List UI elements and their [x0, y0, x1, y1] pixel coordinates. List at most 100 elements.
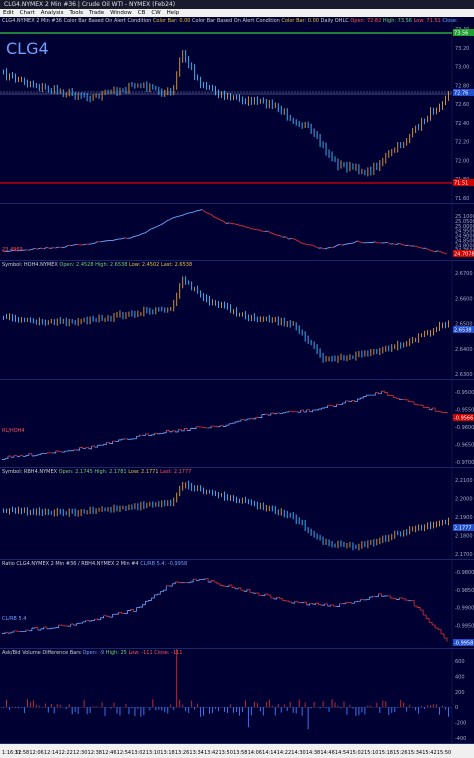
ratio-hoh4-segment: [414, 403, 418, 406]
menu-edit[interactable]: Edit: [3, 10, 14, 16]
high-value: High: 73.56: [382, 18, 412, 24]
hoh4-right-tag-bg: [453, 326, 474, 333]
ratio-rbh4-segment: [402, 598, 406, 601]
line-ind-axis-label: 24.9500: [455, 229, 474, 235]
ratio-rbh4-segment: [279, 598, 284, 601]
menu-trade[interactable]: Trade: [89, 10, 105, 16]
ratio-hoh4-segment: [217, 425, 221, 428]
line-indicator-svg[interactable]: 25.100025.050025.000024.950024.900024.85…: [0, 204, 474, 261]
ratio-hoh4-segment: [136, 435, 140, 437]
ratio-rbh4-segment: [414, 605, 418, 608]
ratio-hoh4-segment: [330, 405, 334, 407]
time-label: 14:22: [277, 750, 291, 756]
price-axis-label: 71.60: [455, 196, 469, 202]
rbh4-chart-svg[interactable]: 2.2100 2.2000 2.1900 2.1800 2.1700 2.1777: [0, 468, 474, 560]
line-ind-segment: [121, 237, 125, 240]
price-chart-svg[interactable]: 73.4073.2073.0072.8072.6072.4072.2072.00…: [0, 17, 474, 204]
ratio-hoh4-segment: [429, 407, 433, 411]
menu-help[interactable]: Help: [166, 10, 180, 16]
line-ind-segment: [360, 241, 364, 244]
hoh4-pane[interactable]: 2.6700 2.6600 2.6500 2.6400 2.6300 2.6538 Sym…: [0, 261, 474, 380]
hoh4-chart-svg[interactable]: 2.6700 2.6600 2.6500 2.6400 2.6300 2.6538: [0, 261, 474, 380]
price-tag-blue: 72.76: [454, 91, 468, 97]
vol-axis-label: -200: [455, 721, 466, 727]
indicator-pane-line[interactable]: 25.1000 25.0500 25.0000 24.9500 24.9000 24.85…: [0, 204, 474, 261]
ratio-rbh4-segment: [73, 623, 78, 626]
ratio-hoh4-segment: [187, 428, 191, 431]
time-label: 13:02: [131, 750, 145, 756]
menu-analysis[interactable]: Analysis: [40, 10, 64, 16]
menu-cw[interactable]: CW: [151, 10, 161, 16]
ratio-hoh4-segment: [25, 453, 30, 456]
line-ind-segment: [387, 241, 391, 245]
line-ind-segment: [306, 243, 310, 246]
line-ind-segment: [91, 242, 95, 245]
ratio-rbh4-segment: [37, 628, 42, 631]
ratio-rbh4-svg[interactable]: -0.9800-0.9850-0.9900-0.9950-0.9920CL/RB…: [0, 560, 474, 649]
menu-cb[interactable]: CB: [137, 10, 146, 16]
hoh4-right-tag: 2.6538: [454, 328, 472, 334]
line-ind-segment: [151, 227, 155, 230]
time-label: 14:46: [320, 750, 334, 756]
line-ind-segment: [258, 229, 263, 232]
line-ind-segment: [267, 230, 272, 234]
ratio-rbh4-segment: [327, 605, 331, 607]
ratio-rbh4-segment: [342, 602, 346, 605]
hoh4-axis-label: 2.6500: [455, 322, 473, 328]
line-ind-segment: [213, 216, 218, 219]
ratio-rbh4-segment: [10, 630, 15, 633]
rbh4-last: Last: 2.1777: [160, 469, 192, 475]
volume-diff-svg[interactable]: 600 400 200 0 -200 -400: [0, 647, 474, 744]
line-ind-segment: [10, 249, 15, 252]
ratio-hoh4-axis-label: -0.9500: [455, 390, 474, 396]
ratio-hoh4-segment: [390, 395, 394, 398]
ratio-hoh4-pane[interactable]: -0.9500 -0.9550 -0.9600 -0.9650 -0.9700 RL/HO…: [0, 380, 474, 468]
rbh4-symbol-label: Symbol: RBH4.NYMEX: [2, 469, 58, 475]
ratio-hoh4-segment: [288, 410, 293, 412]
ratio-rbh4-segment: [348, 602, 352, 604]
time-label: 14:54: [335, 750, 349, 756]
time-label: 15:50: [437, 750, 451, 756]
ratio-hoh4-segment: [106, 441, 110, 444]
line-ind-segment: [198, 209, 203, 211]
ratio-rbh4-segment: [312, 603, 317, 605]
hoh4-axis-label: 2.6300: [455, 372, 473, 378]
ratio-rbh4-segment: [82, 620, 87, 623]
price-pane[interactable]: 73.4073.2073.0072.8072.6072.4072.2072.00…: [0, 17, 474, 204]
ratio-hoh4-segment: [294, 411, 299, 413]
menu-tools[interactable]: Tools: [69, 10, 84, 16]
ratio-hoh4-segment: [393, 397, 397, 399]
ratio-hoh4-svg[interactable]: -0.9500 -0.9550 -0.9600 -0.9650 -0.9700 RL/HO…: [0, 380, 474, 468]
ratio-hoh4-segment: [333, 404, 337, 407]
ratio-rbh4-segment: [366, 597, 370, 600]
ratio-rbh4-segment: [324, 603, 328, 606]
ratio-rbh4-segment: [291, 601, 296, 604]
ratio-rbh4-segment: [423, 614, 427, 619]
line-ind-segment: [219, 219, 224, 222]
ratio-hoh4-segment: [303, 409, 308, 413]
ratio-rbh4-segment: [441, 633, 445, 639]
ratio-hoh4-segment: [94, 445, 98, 448]
ratio-rbh4-segment: [91, 618, 95, 621]
line-ind-segment: [46, 246, 50, 249]
ratio-hoh4-segment: [348, 400, 352, 402]
ratio-rbh4-segment: [172, 581, 176, 585]
menu-chart[interactable]: Chart: [19, 10, 35, 16]
time-axis[interactable]: 1:16:32 11:58 12:06 12:14 12:22 12:30 12:38 12:…: [0, 744, 474, 758]
ratio-rbh4-segment: [34, 627, 39, 630]
hoh4-axis-label: 2.6400: [455, 347, 473, 353]
ratio-rbh4-segment: [97, 617, 101, 621]
time-label: 12:46: [102, 750, 116, 756]
volume-diff-pane[interactable]: 600 400 200 0 -200 -400 Ask/Bid Volume Differ…: [0, 647, 474, 744]
rbh4-pane[interactable]: 2.2100 2.2000 2.1900 2.1800 2.1700 2.1777 Sym…: [0, 468, 474, 560]
ratio-hoh4-segment: [444, 412, 448, 414]
line-ind-segment: [142, 232, 146, 235]
ratio-rbh4-pane[interactable]: -0.9800-0.9850-0.9900-0.9950-0.9920CL/RB…: [0, 560, 474, 649]
menu-window[interactable]: Window: [110, 10, 132, 16]
ratio-hoh4-segment: [360, 396, 364, 399]
price-tag-red-bg: [453, 179, 474, 186]
ratio-rbh4-segment: [109, 614, 113, 618]
close-value: Close:: [442, 18, 458, 24]
ratio-hoh4-segment: [279, 412, 284, 414]
